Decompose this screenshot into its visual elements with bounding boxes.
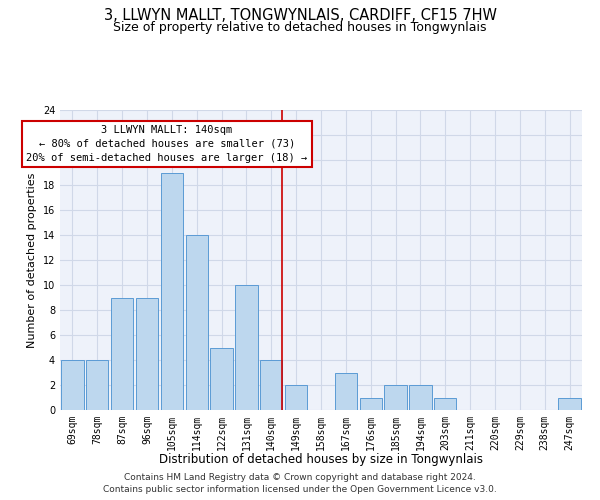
- Bar: [335, 372, 357, 410]
- Bar: [235, 285, 257, 410]
- Bar: [559, 398, 581, 410]
- Bar: [185, 235, 208, 410]
- Bar: [161, 172, 183, 410]
- Bar: [86, 360, 109, 410]
- Bar: [285, 385, 307, 410]
- Text: 3, LLWYN MALLT, TONGWYNLAIS, CARDIFF, CF15 7HW: 3, LLWYN MALLT, TONGWYNLAIS, CARDIFF, CF…: [104, 8, 497, 22]
- Text: Contains public sector information licensed under the Open Government Licence v3: Contains public sector information licen…: [103, 485, 497, 494]
- Bar: [211, 348, 233, 410]
- Text: Size of property relative to detached houses in Tongwynlais: Size of property relative to detached ho…: [113, 21, 487, 34]
- Bar: [136, 298, 158, 410]
- Bar: [260, 360, 283, 410]
- Text: Contains HM Land Registry data © Crown copyright and database right 2024.: Contains HM Land Registry data © Crown c…: [124, 472, 476, 482]
- Bar: [434, 398, 457, 410]
- Bar: [409, 385, 431, 410]
- Y-axis label: Number of detached properties: Number of detached properties: [27, 172, 37, 348]
- Text: 3 LLWYN MALLT: 140sqm
← 80% of detached houses are smaller (73)
20% of semi-deta: 3 LLWYN MALLT: 140sqm ← 80% of detached …: [26, 125, 308, 163]
- Bar: [111, 298, 133, 410]
- Bar: [61, 360, 83, 410]
- Text: Distribution of detached houses by size in Tongwynlais: Distribution of detached houses by size …: [159, 452, 483, 466]
- Bar: [385, 385, 407, 410]
- Bar: [359, 398, 382, 410]
